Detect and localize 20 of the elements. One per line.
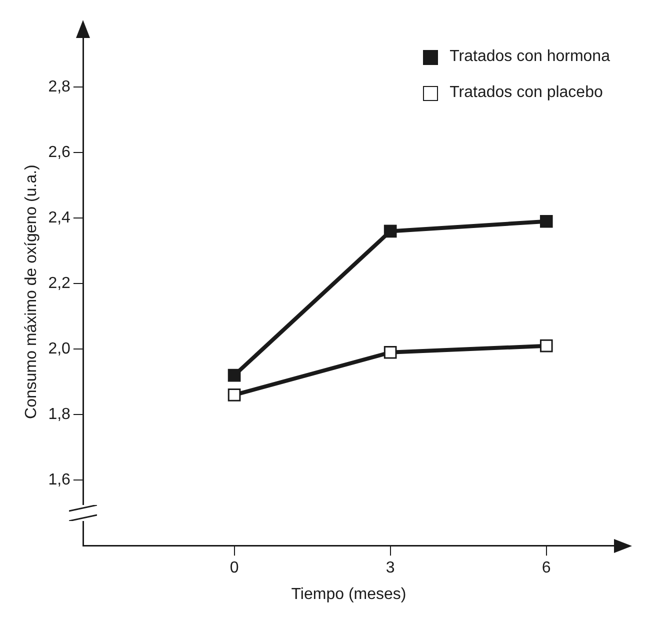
x-axis-title: Tiempo (meses) bbox=[291, 586, 406, 603]
y-tick-label: 2,8 bbox=[48, 78, 71, 96]
y-tick-label: 1,6 bbox=[48, 472, 71, 489]
point bbox=[384, 346, 397, 359]
y-axis-title: Consumo máximo de oxígeno (u.a.) bbox=[23, 164, 40, 419]
y-tick-label: 2,4 bbox=[48, 210, 71, 227]
legend-label: Tratados con hormona bbox=[450, 48, 610, 66]
y-tick-label: 2,6 bbox=[48, 144, 71, 162]
point bbox=[228, 388, 241, 402]
y-tick-label: 2,0 bbox=[48, 340, 71, 358]
x-tick-label: 0 bbox=[230, 560, 239, 577]
point bbox=[540, 214, 553, 228]
point bbox=[228, 368, 241, 382]
point bbox=[540, 339, 553, 352]
y-tick-label: 1,8 bbox=[48, 406, 71, 424]
x-tick-label: 3 bbox=[386, 560, 395, 577]
y-tick-label: 2,2 bbox=[48, 275, 71, 292]
x-tick-label: 6 bbox=[542, 560, 551, 577]
point bbox=[384, 224, 397, 238]
legend-label: Tratados con placebo bbox=[450, 84, 603, 102]
